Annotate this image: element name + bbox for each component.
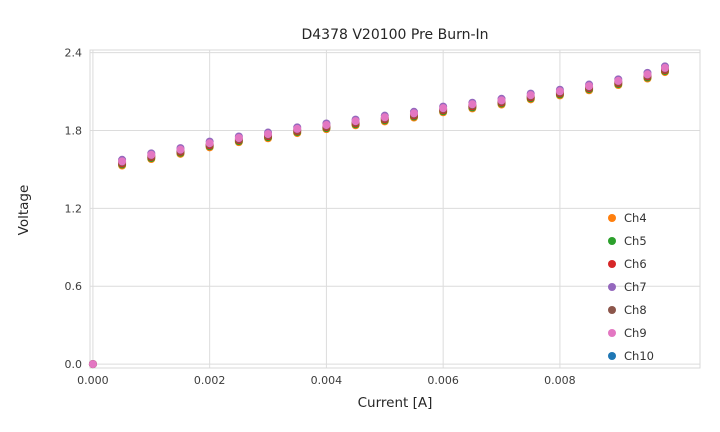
y-tick-label: 2.4 <box>65 47 83 60</box>
legend-swatch-ch10 <box>608 351 616 360</box>
data-point-ch9 <box>351 117 360 126</box>
legend-label: Ch8 <box>624 302 647 317</box>
data-point-ch9 <box>380 113 389 122</box>
data-point-ch9 <box>264 130 273 139</box>
data-point-ch9 <box>585 82 594 91</box>
data-point-ch9 <box>176 145 185 154</box>
legend: Ch4 Ch5 Ch6 Ch7 Ch8 Ch9 Ch10 <box>608 206 654 367</box>
data-point-ch9 <box>409 109 418 118</box>
y-tick-label: 0.0 <box>65 358 83 371</box>
x-tick-label: 0.002 <box>194 374 226 387</box>
legend-label: Ch7 <box>624 279 647 294</box>
data-point-ch9 <box>468 100 477 109</box>
x-axis-label: Current [A] <box>357 395 433 411</box>
data-point-ch9 <box>439 104 448 113</box>
data-point-ch9 <box>555 87 564 96</box>
legend-swatch-ch8 <box>608 305 616 314</box>
legend-swatch-ch4 <box>608 213 616 222</box>
data-point-ch9 <box>643 70 652 79</box>
legend-swatch-ch6 <box>608 259 616 268</box>
data-point-ch9 <box>205 139 214 148</box>
data-point-ch9 <box>660 63 669 72</box>
y-tick-label: 1.2 <box>65 202 83 215</box>
y-tick-label: 0.6 <box>65 280 83 293</box>
data-point-ch9 <box>497 96 506 105</box>
data-point-ch9 <box>293 124 302 133</box>
data-point-ch9 <box>234 134 243 143</box>
data-point-ch9 <box>147 150 156 159</box>
legend-swatch-ch9 <box>608 328 616 337</box>
legend-item: Ch9 <box>608 321 654 344</box>
legend-swatch-ch7 <box>608 282 616 291</box>
data-point-ch9 <box>118 157 127 166</box>
legend-label: Ch6 <box>624 256 647 271</box>
x-tick-label: 0.008 <box>544 374 576 387</box>
legend-label: Ch5 <box>624 233 647 248</box>
legend-swatch-ch5 <box>608 236 616 245</box>
legend-item: Ch10 <box>608 344 654 367</box>
x-tick-label: 0.000 <box>77 374 109 387</box>
x-tick-label: 0.004 <box>311 374 343 387</box>
legend-item: Ch7 <box>608 275 654 298</box>
data-point-ch9 <box>526 91 535 100</box>
legend-item: Ch4 <box>608 206 654 229</box>
x-tick-label: 0.006 <box>427 374 459 387</box>
legend-label: Ch9 <box>624 325 647 340</box>
data-point-ch9 <box>88 360 97 369</box>
legend-label: Ch10 <box>624 348 654 363</box>
data-point-ch9 <box>322 121 331 130</box>
chart-title: D4378 V20100 Pre Burn-In <box>301 27 489 43</box>
legend-item: Ch8 <box>608 298 654 321</box>
legend-item: Ch6 <box>608 252 654 275</box>
legend-item: Ch5 <box>608 229 654 252</box>
legend-label: Ch4 <box>624 210 647 225</box>
data-point-ch9 <box>614 76 623 85</box>
y-tick-label: 1.8 <box>65 124 83 137</box>
